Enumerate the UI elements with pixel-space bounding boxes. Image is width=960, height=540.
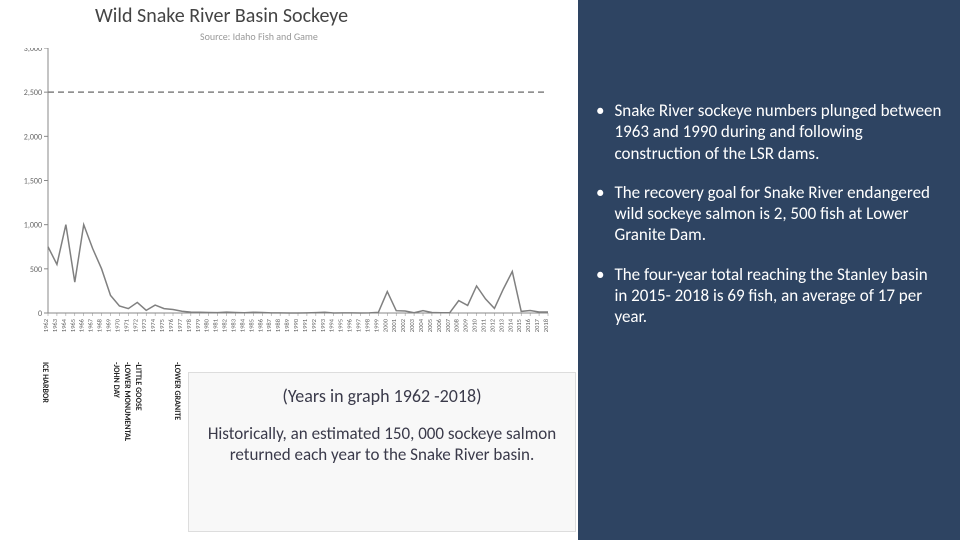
y-tick-label: 0 xyxy=(38,309,42,319)
x-tick-label: 1996 xyxy=(346,318,354,332)
bullet-text: The recovery goal for Snake River endang… xyxy=(614,182,942,246)
info-bullet: •The recovery goal for Snake River endan… xyxy=(596,182,942,246)
dam-label: ICE HARBOR xyxy=(40,362,50,441)
y-tick-label: 2,500 xyxy=(24,88,42,98)
y-tick-label: 2,000 xyxy=(24,132,42,142)
x-tick-label: 1962 xyxy=(42,318,50,332)
x-tick-label: 1981 xyxy=(212,319,220,332)
x-tick-label: 2010 xyxy=(471,318,479,332)
x-tick-label: 1972 xyxy=(131,318,139,332)
x-tick-label: 1974 xyxy=(149,318,157,332)
x-tick-label: 1969 xyxy=(105,318,113,332)
dam-label: -LOWER GRANITE xyxy=(172,362,182,441)
bullet-marker: • xyxy=(596,264,604,328)
bullet-marker: • xyxy=(596,182,604,246)
callout-title: (Years in graph 1962 -2018) xyxy=(199,385,565,407)
x-tick-label: 2003 xyxy=(408,318,416,332)
bullet-text: The four-year total reaching the Stanley… xyxy=(614,264,942,328)
x-tick-label: 1987 xyxy=(265,318,273,332)
x-tick-label: 2014 xyxy=(506,318,514,332)
info-bullet: •Snake River sockeye numbers plunged bet… xyxy=(596,100,942,164)
x-tick-label: 2004 xyxy=(417,318,425,332)
x-tick-label: 1994 xyxy=(328,318,336,332)
chart-area: Wild Snake River Basin Sockeye Source: I… xyxy=(0,0,556,360)
dam-label: -JOHN DAY xyxy=(111,362,121,441)
x-tick-label: 1986 xyxy=(256,318,264,332)
x-tick-label: 1971 xyxy=(122,319,130,332)
y-tick-label: 1,000 xyxy=(24,221,42,231)
x-tick-label: 1970 xyxy=(113,318,121,332)
callout-body: Historically, an estimated 150, 000 sock… xyxy=(199,423,565,466)
x-tick-label: 1983 xyxy=(230,318,238,332)
x-tick-label: 2017 xyxy=(533,318,541,332)
x-tick-label: 1965 xyxy=(69,319,77,332)
dam-label: -LITTLE GOOSE xyxy=(133,362,143,441)
x-tick-label: 1998 xyxy=(363,318,371,332)
x-tick-label: 2015 xyxy=(515,319,523,332)
dam-labels-group: ICE HARBOR -JOHN DAY-LOWER MONUMENTAL-LIT… xyxy=(28,362,182,441)
x-tick-label: 1982 xyxy=(221,318,229,332)
x-tick-label: 2009 xyxy=(462,318,470,332)
dam-label: -LOWER MONUMENTAL xyxy=(122,362,132,441)
info-panel: •Snake River sockeye numbers plunged bet… xyxy=(578,0,960,540)
x-tick-label: 1997 xyxy=(355,318,363,332)
x-tick-label: 2012 xyxy=(488,318,496,332)
x-tick-label: 2006 xyxy=(435,318,443,332)
callout-box: (Years in graph 1962 -2018) Historically… xyxy=(188,372,576,532)
x-tick-label: 1963 xyxy=(51,318,59,332)
x-tick-label: 2016 xyxy=(524,318,532,332)
x-tick-label: 1973 xyxy=(140,318,148,332)
x-tick-label: 2011 xyxy=(480,319,488,332)
x-tick-label: 2005 xyxy=(426,319,434,332)
x-tick-label: 1985 xyxy=(247,319,255,332)
info-bullet: •The four-year total reaching the Stanle… xyxy=(596,264,942,328)
x-tick-label: 2007 xyxy=(444,318,452,332)
x-tick-label: 1975 xyxy=(158,319,166,332)
chart-subtitle: Source: Idaho Fish and Game xyxy=(200,30,318,43)
x-tick-label: 1979 xyxy=(194,318,202,332)
x-tick-label: 2008 xyxy=(453,318,461,332)
x-tick-label: 1964 xyxy=(60,318,68,332)
y-tick-label: 1,500 xyxy=(24,177,42,187)
x-tick-label: 1978 xyxy=(185,318,193,332)
chart-title: Wild Snake River Basin Sockeye xyxy=(95,4,348,28)
x-tick-label: 2000 xyxy=(381,318,389,332)
x-tick-label: 1990 xyxy=(292,318,300,332)
x-tick-label: 1976 xyxy=(167,318,175,332)
x-tick-label: 1989 xyxy=(283,318,291,332)
x-tick-label: 1991 xyxy=(301,319,309,332)
x-tick-label: 1992 xyxy=(310,318,318,332)
sockeye-count-line xyxy=(48,225,548,313)
x-tick-label: 1995 xyxy=(337,319,345,332)
y-tick-label: 3,000 xyxy=(24,48,42,54)
x-tick-label: 1988 xyxy=(274,318,282,332)
y-tick-label: 500 xyxy=(30,265,42,275)
x-tick-label: 2013 xyxy=(497,318,505,332)
x-tick-label: 2002 xyxy=(399,318,407,332)
x-tick-label: 1968 xyxy=(96,318,104,332)
line-chart: 05001,0001,5002,0002,5003,00019621963196… xyxy=(10,48,556,360)
x-tick-label: 1967 xyxy=(87,318,95,332)
x-tick-label: 1966 xyxy=(78,318,86,332)
x-tick-label: 1993 xyxy=(319,318,327,332)
x-tick-label: 1980 xyxy=(203,318,211,332)
x-tick-label: 1999 xyxy=(372,318,380,332)
x-tick-label: 2001 xyxy=(390,319,398,332)
x-tick-label: 1984 xyxy=(238,318,246,332)
bullet-text: Snake River sockeye numbers plunged betw… xyxy=(614,100,942,164)
bullet-marker: • xyxy=(596,100,604,164)
x-tick-label: 1977 xyxy=(176,318,184,332)
x-tick-label: 2018 xyxy=(542,318,550,332)
